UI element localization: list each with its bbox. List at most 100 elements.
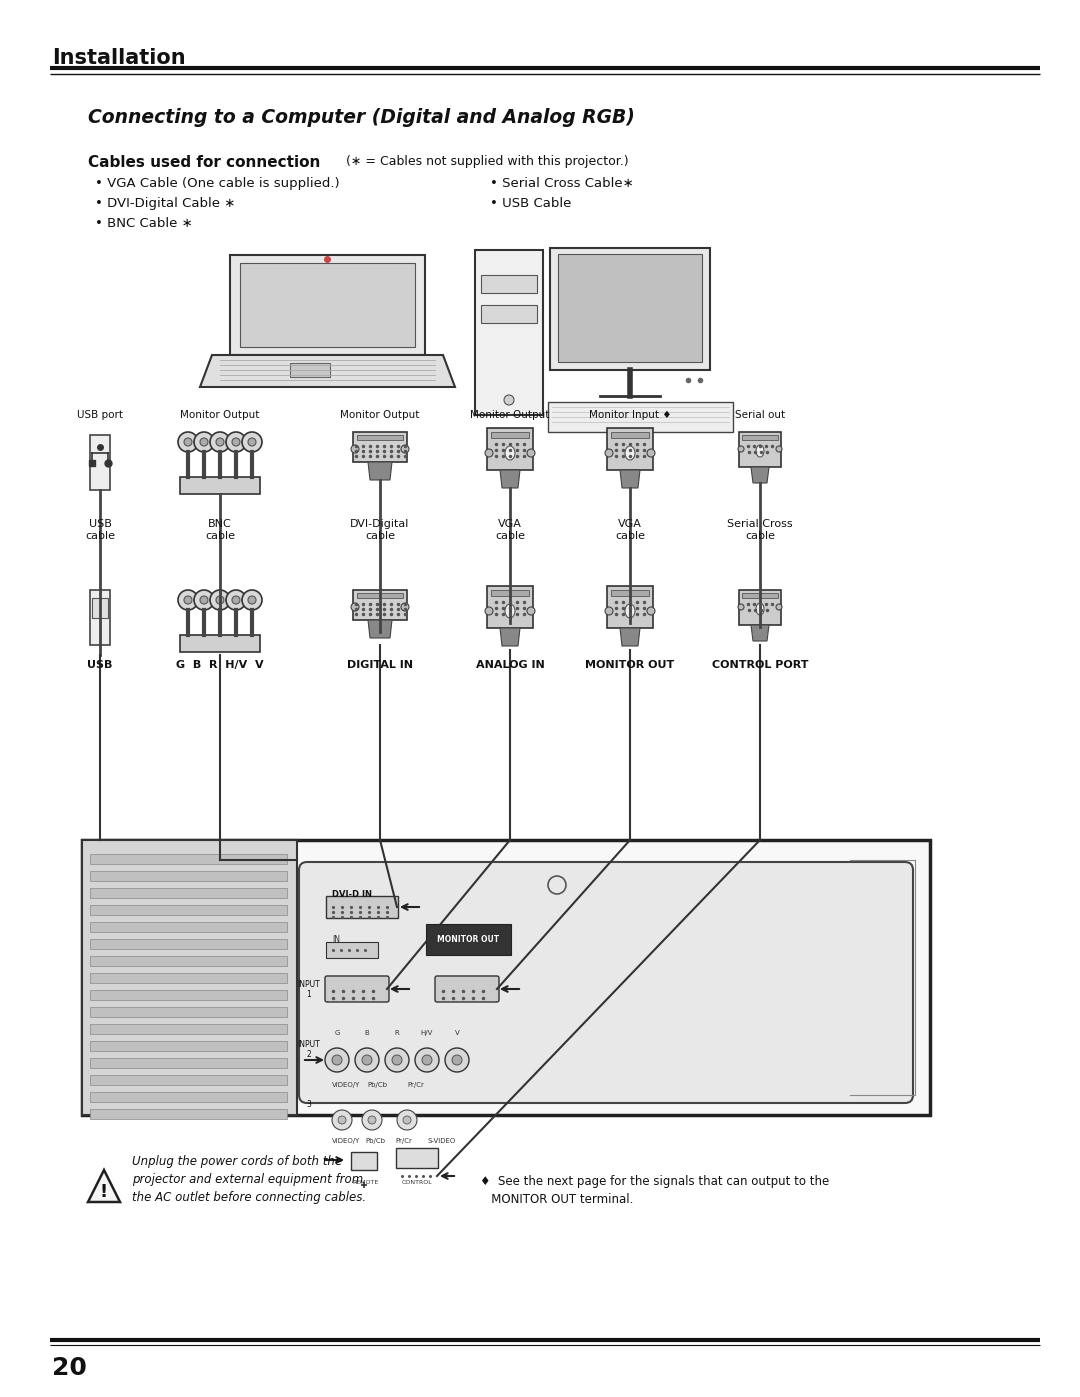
Circle shape xyxy=(226,590,246,610)
Ellipse shape xyxy=(505,446,515,460)
Polygon shape xyxy=(90,922,287,932)
Polygon shape xyxy=(90,1076,287,1085)
Text: !: ! xyxy=(100,1183,108,1201)
Circle shape xyxy=(777,604,782,610)
FancyBboxPatch shape xyxy=(325,977,389,1002)
Polygon shape xyxy=(558,254,702,362)
Text: Serial Cross
cable: Serial Cross cable xyxy=(727,518,793,541)
Circle shape xyxy=(178,432,198,453)
Text: G  B  R  H/V  V: G B R H/V V xyxy=(176,659,264,671)
Polygon shape xyxy=(90,434,110,490)
Polygon shape xyxy=(90,1024,287,1034)
Text: Pb/Cb: Pb/Cb xyxy=(367,1083,387,1088)
Text: IN: IN xyxy=(332,935,340,944)
Circle shape xyxy=(351,604,359,610)
Text: INPUT
2: INPUT 2 xyxy=(298,1039,321,1059)
FancyBboxPatch shape xyxy=(326,895,399,918)
Circle shape xyxy=(216,597,224,604)
Polygon shape xyxy=(368,620,392,638)
Polygon shape xyxy=(739,590,781,624)
Circle shape xyxy=(504,395,514,405)
Polygon shape xyxy=(607,585,653,629)
Polygon shape xyxy=(548,402,733,432)
Circle shape xyxy=(485,608,492,615)
Circle shape xyxy=(527,448,535,457)
Circle shape xyxy=(401,604,409,610)
FancyBboxPatch shape xyxy=(435,977,499,1002)
Text: VGA
cable: VGA cable xyxy=(615,518,645,541)
Polygon shape xyxy=(90,1058,287,1067)
Ellipse shape xyxy=(625,604,635,617)
Polygon shape xyxy=(500,469,519,488)
Text: DIGITAL IN: DIGITAL IN xyxy=(347,659,413,671)
Text: G: G xyxy=(335,1030,340,1037)
Polygon shape xyxy=(90,939,287,949)
Circle shape xyxy=(338,1116,346,1125)
Circle shape xyxy=(194,590,214,610)
Circle shape xyxy=(216,439,224,446)
Ellipse shape xyxy=(505,604,515,617)
Text: Pr/Cr: Pr/Cr xyxy=(407,1083,423,1088)
Circle shape xyxy=(332,1055,342,1065)
Circle shape xyxy=(178,590,198,610)
Circle shape xyxy=(325,1048,349,1071)
Circle shape xyxy=(355,1048,379,1071)
Polygon shape xyxy=(353,590,407,620)
Text: • BNC Cable ∗: • BNC Cable ∗ xyxy=(95,217,192,231)
Text: MONITOR OUT: MONITOR OUT xyxy=(437,935,499,944)
Polygon shape xyxy=(353,432,407,462)
Polygon shape xyxy=(481,275,537,293)
Circle shape xyxy=(647,448,654,457)
Text: 20: 20 xyxy=(52,1356,86,1380)
Text: DVI-Digital
cable: DVI-Digital cable xyxy=(350,518,409,541)
Ellipse shape xyxy=(756,604,764,615)
Text: MONITOR OUT: MONITOR OUT xyxy=(437,935,499,944)
Polygon shape xyxy=(291,363,330,377)
Text: USB port: USB port xyxy=(77,409,123,420)
Circle shape xyxy=(392,1055,402,1065)
Text: DVI-D IN: DVI-D IN xyxy=(332,890,372,900)
Text: USB: USB xyxy=(87,659,112,671)
Circle shape xyxy=(605,608,613,615)
Text: Serial out: Serial out xyxy=(734,409,785,420)
Text: CONTROL PORT: CONTROL PORT xyxy=(712,659,808,671)
Text: • VGA Cable (One cable is supplied.): • VGA Cable (One cable is supplied.) xyxy=(95,177,339,190)
Text: ♦  See the next page for the signals that can output to the: ♦ See the next page for the signals that… xyxy=(480,1175,829,1187)
Polygon shape xyxy=(368,462,392,481)
Circle shape xyxy=(200,597,208,604)
Circle shape xyxy=(248,597,256,604)
Polygon shape xyxy=(90,590,110,645)
Text: V: V xyxy=(455,1030,459,1037)
Text: USB
cable: USB cable xyxy=(85,518,114,541)
Polygon shape xyxy=(751,624,769,641)
Circle shape xyxy=(647,608,654,615)
Polygon shape xyxy=(739,432,781,467)
Circle shape xyxy=(226,432,246,453)
Polygon shape xyxy=(82,840,297,1115)
Text: Pb/Cb: Pb/Cb xyxy=(365,1139,384,1144)
Text: Monitor Output: Monitor Output xyxy=(180,409,259,420)
Text: VGA
cable: VGA cable xyxy=(495,518,525,541)
Polygon shape xyxy=(180,476,260,495)
Polygon shape xyxy=(475,250,543,415)
Ellipse shape xyxy=(756,446,764,457)
Polygon shape xyxy=(90,1109,287,1119)
Ellipse shape xyxy=(625,446,635,460)
Text: INPUT
1: INPUT 1 xyxy=(298,981,321,999)
Circle shape xyxy=(242,590,262,610)
Polygon shape xyxy=(611,590,649,597)
Polygon shape xyxy=(90,1092,287,1102)
Polygon shape xyxy=(90,956,287,965)
Text: Cables used for connection: Cables used for connection xyxy=(87,155,321,170)
Circle shape xyxy=(403,1116,411,1125)
Circle shape xyxy=(422,1055,432,1065)
Text: Installation: Installation xyxy=(52,47,186,68)
Polygon shape xyxy=(742,592,778,598)
Circle shape xyxy=(527,608,535,615)
Circle shape xyxy=(210,432,230,453)
Circle shape xyxy=(415,1048,438,1071)
Circle shape xyxy=(485,448,492,457)
Circle shape xyxy=(362,1055,372,1065)
Text: Monitor Output: Monitor Output xyxy=(340,409,420,420)
Text: REMOTE: REMOTE xyxy=(352,1180,378,1185)
